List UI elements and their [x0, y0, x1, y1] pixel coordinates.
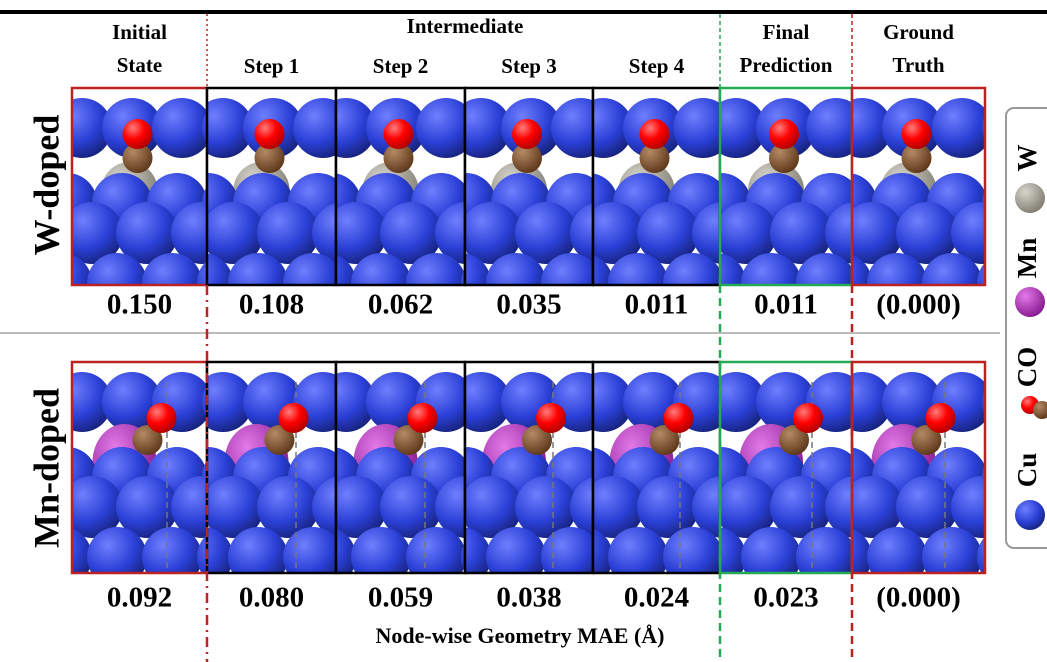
legend: W Mn CO Cu — [1006, 108, 1047, 548]
cu-atom — [486, 527, 546, 587]
legend-swatch — [1015, 287, 1045, 317]
o-atom — [512, 119, 542, 149]
column-header: State — [117, 53, 163, 77]
o-atom — [147, 403, 177, 433]
legend-label: Cu — [1012, 453, 1042, 488]
panels — [0, 88, 1047, 587]
mae-value: 0.059 — [368, 582, 433, 614]
mae-value: 0.024 — [624, 582, 689, 614]
cu-atom — [663, 527, 723, 587]
mae-value: 0.080 — [239, 582, 304, 614]
column-header: Truth — [892, 53, 944, 77]
group-header: Intermediate — [407, 14, 524, 38]
cu-atom — [796, 527, 856, 587]
cu-atom — [32, 253, 92, 313]
column-header: Step 3 — [501, 54, 556, 78]
row-label: W-doped — [26, 115, 66, 256]
column-header: Final — [763, 20, 810, 44]
cu-atom — [608, 527, 668, 587]
column-header: Prediction — [740, 53, 833, 77]
mae-value: (0.000) — [876, 289, 961, 321]
mae-value: 0.092 — [107, 582, 172, 614]
legend-label: W — [1012, 145, 1042, 172]
o-atom — [384, 119, 414, 149]
o-atom — [123, 119, 153, 149]
mae-value: 0.038 — [496, 582, 561, 614]
cu-atom — [283, 527, 343, 587]
column-header: Ground — [883, 20, 954, 44]
legend-label: CO — [1012, 347, 1042, 388]
column-header: Step 2 — [373, 54, 428, 78]
cu-atom — [351, 527, 411, 587]
mae-value: 0.108 — [239, 289, 304, 321]
cu-atom — [406, 527, 466, 587]
column-header: Step 4 — [629, 54, 685, 78]
column-header: Step 1 — [244, 54, 299, 78]
o-atom — [536, 403, 566, 433]
legend-swatch — [1015, 183, 1045, 213]
o-atom — [279, 403, 309, 433]
cu-atom — [228, 527, 288, 587]
mae-value: 0.150 — [107, 289, 172, 321]
o-atom — [640, 119, 670, 149]
o-atom — [902, 119, 932, 149]
cu-atom — [142, 527, 202, 587]
mae-value: (0.000) — [876, 582, 961, 614]
mae-value: 0.062 — [368, 289, 433, 321]
mae-value: 0.011 — [754, 289, 818, 321]
figure: Intermediate Node-wise Geometry MAE (Å) … — [0, 0, 1047, 662]
cu-atom — [0, 253, 37, 313]
o-atom — [793, 403, 823, 433]
cu-atom — [87, 527, 147, 587]
legend-label: Mn — [1012, 238, 1042, 279]
o-atom — [926, 403, 956, 433]
o-atom — [255, 119, 285, 149]
mae-value: 0.023 — [753, 582, 818, 614]
mae-value: 0.011 — [625, 289, 689, 321]
column-header: Initial — [112, 20, 167, 44]
caption: Node-wise Geometry MAE (Å) — [376, 623, 665, 648]
o-atom — [408, 403, 438, 433]
cu-atom — [867, 527, 927, 587]
o-atom — [664, 403, 694, 433]
o-atom — [769, 119, 799, 149]
cu-atom — [741, 527, 801, 587]
legend-swatch — [1015, 500, 1045, 530]
mae-value: 0.035 — [496, 289, 561, 321]
cu-atom — [922, 527, 982, 587]
row-label: Mn-doped — [26, 388, 66, 548]
